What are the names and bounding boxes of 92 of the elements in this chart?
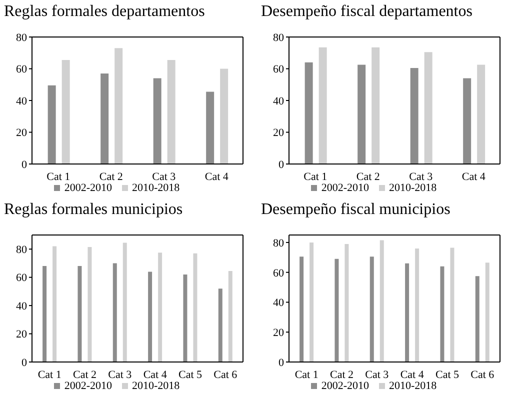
chart-title: Reglas formales municipios: [3, 200, 184, 220]
x-tick-label: Cat 1: [294, 368, 318, 381]
bar: [318, 47, 327, 164]
chart-title: Desempeño fiscal municipios: [260, 200, 452, 220]
bar: [485, 262, 490, 362]
bar: [440, 266, 444, 362]
y-tick-label: 0: [22, 158, 28, 171]
y-tick-label: 40: [16, 95, 28, 108]
legend-label: 2010-2018: [132, 380, 180, 392]
x-tick-label: Cat 5: [435, 368, 460, 381]
y-tick-label: 40: [16, 300, 28, 312]
bar: [424, 52, 432, 164]
bar: [300, 256, 304, 362]
bar: [310, 242, 314, 362]
y-tick-label: 60: [273, 64, 284, 76]
y-tick-label: 20: [273, 327, 284, 340]
y-tick-label: 60: [273, 267, 284, 280]
bar: [304, 62, 313, 164]
legend-label: 2002-2010: [321, 182, 369, 194]
bar: [344, 244, 349, 362]
bar: [380, 240, 384, 362]
bar: [405, 263, 410, 362]
bar: [334, 258, 339, 362]
bar: [100, 74, 109, 164]
bar: [193, 253, 198, 362]
legend-label: 2002-2010: [321, 380, 369, 392]
y-tick-label: 20: [16, 127, 28, 140]
bar: [370, 256, 374, 362]
y-tick-label: 0: [278, 158, 284, 171]
bar: [114, 48, 123, 164]
x-tick-label: Cat 1: [38, 368, 62, 381]
chart-title: Desempeño fiscal departamentos: [260, 2, 474, 22]
x-tick-label: Cat 3: [152, 170, 176, 183]
x-tick-label: Cat 4: [143, 368, 168, 381]
bar: [48, 85, 56, 164]
x-tick-label: Cat 2: [72, 368, 97, 381]
bar: [78, 266, 82, 362]
bar: [153, 78, 162, 164]
x-tick-label: Cat 4: [462, 170, 486, 183]
bar: [122, 242, 127, 362]
bar: [463, 78, 472, 164]
x-tick-label: Cat 2: [356, 170, 380, 183]
bar: [148, 272, 152, 362]
x-tick-label: Cat 3: [365, 368, 390, 381]
bar: [228, 270, 232, 362]
bar: [112, 263, 117, 362]
bar: [410, 68, 418, 164]
x-tick-label: Cat 3: [409, 170, 434, 183]
y-tick-label: 0: [278, 356, 284, 369]
bar: [158, 252, 162, 362]
bar: [358, 64, 366, 164]
y-tick-label: 60: [16, 64, 28, 76]
legend-label: 2002-2010: [64, 182, 112, 194]
bar: [372, 47, 380, 164]
bar: [450, 248, 454, 362]
bar: [42, 266, 47, 362]
x-tick-label: Cat 3: [108, 368, 132, 381]
x-tick-label: Cat 2: [99, 170, 123, 183]
bar: [62, 60, 70, 164]
legend-label: 2010-2018: [132, 182, 180, 194]
bar: [477, 64, 486, 164]
y-tick-label: 80: [16, 244, 28, 256]
x-tick-label: Cat 2: [330, 368, 354, 381]
bar: [220, 68, 228, 164]
bar: [52, 246, 57, 362]
x-tick-label: Cat 6: [214, 368, 238, 381]
bar: [415, 248, 420, 362]
legend-label: 2010-2018: [389, 380, 437, 392]
x-tick-label: Cat 1: [46, 170, 70, 183]
y-tick-label: 40: [273, 95, 284, 108]
chart-title: Reglas formales departamentos: [3, 2, 206, 22]
y-tick-label: 20: [273, 127, 284, 140]
bar: [475, 276, 480, 362]
y-tick-label: 40: [273, 297, 284, 310]
x-tick-label: Cat 6: [470, 368, 495, 381]
legend-label: 2010-2018: [389, 182, 437, 194]
x-tick-label: Cat 4: [400, 368, 424, 381]
bar: [206, 92, 214, 164]
y-tick-label: 20: [16, 328, 28, 341]
bar: [183, 274, 188, 362]
y-tick-label: 80: [273, 32, 284, 44]
bar: [88, 246, 92, 362]
legend-label: 2002-2010: [64, 380, 112, 392]
x-tick-label: Cat 1: [304, 170, 328, 183]
bar: [167, 60, 176, 164]
y-tick-label: 60: [16, 272, 28, 284]
bar: [218, 288, 222, 362]
y-tick-label: 80: [16, 32, 28, 44]
y-tick-label: 0: [22, 356, 28, 369]
y-tick-label: 80: [273, 237, 284, 250]
x-tick-label: Cat 4: [204, 170, 229, 183]
x-tick-label: Cat 5: [178, 368, 203, 381]
